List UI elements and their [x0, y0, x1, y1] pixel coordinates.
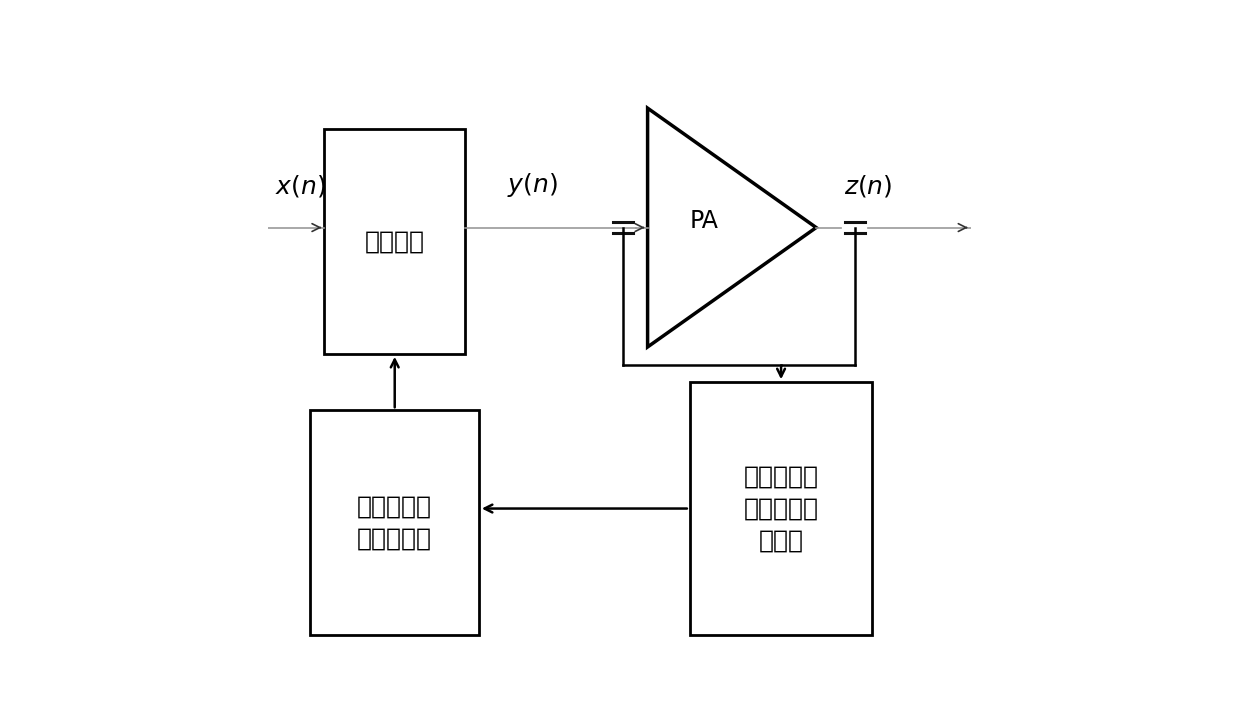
Bar — [325, 130, 465, 354]
Bar — [311, 410, 479, 635]
Text: $x(n)$: $x(n)$ — [275, 173, 326, 200]
Text: 预失真模型
运算处理器: 预失真模型 运算处理器 — [357, 495, 432, 550]
Bar — [690, 382, 872, 635]
Text: $y(n)$: $y(n)$ — [507, 171, 558, 200]
Text: $z(n)$: $z(n)$ — [844, 173, 893, 200]
Text: PA: PA — [690, 209, 719, 232]
Text: 功放后逆模
型系数运算
处理器: 功放后逆模 型系数运算 处理器 — [743, 465, 819, 552]
Text: 预失真器: 预失真器 — [364, 229, 425, 253]
